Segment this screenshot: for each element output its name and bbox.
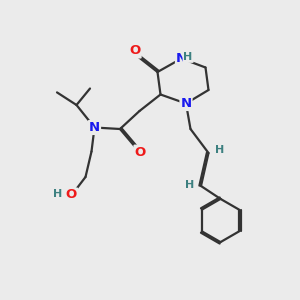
- Text: N: N: [176, 52, 187, 65]
- Text: O: O: [129, 44, 141, 58]
- Text: O: O: [134, 146, 146, 159]
- Text: H: H: [184, 52, 193, 62]
- Text: H: H: [215, 145, 224, 155]
- Text: N: N: [180, 97, 192, 110]
- Text: H: H: [53, 189, 62, 200]
- Text: H: H: [185, 179, 194, 190]
- Text: O: O: [66, 188, 77, 202]
- Text: N: N: [89, 121, 100, 134]
